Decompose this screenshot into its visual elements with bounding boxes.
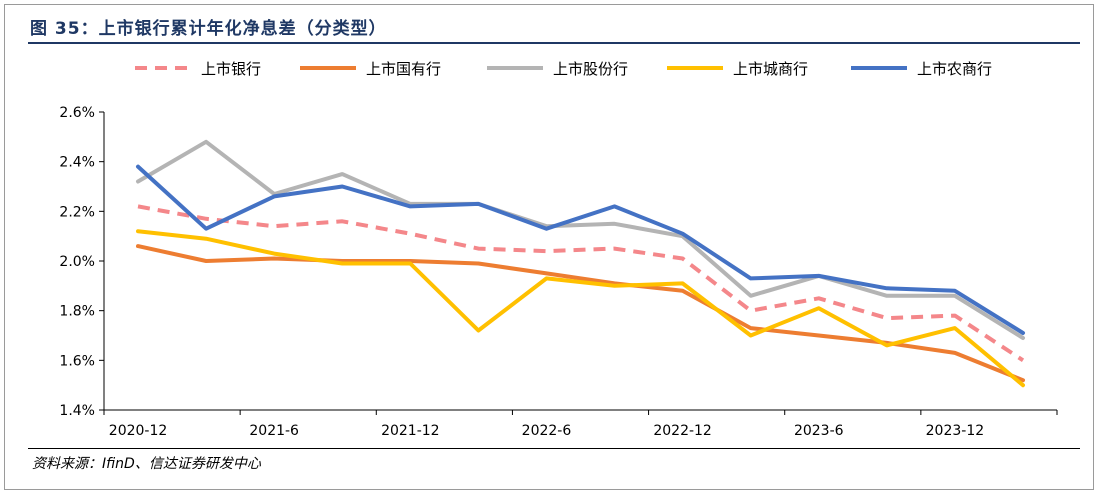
y-tick-label: 1.8%	[59, 304, 95, 320]
series-line-1	[137, 204, 1025, 362]
x-tick-label: 2023-6	[794, 423, 844, 439]
x-tick-label: 2022-6	[522, 423, 572, 439]
legend-item-1: 上市银行	[135, 60, 261, 78]
x-tick-label: 2022-12	[653, 423, 712, 439]
series-line-3	[136, 139, 1025, 340]
y-axis: 1.4% 1.6% 1.8% 2.0% 2.2% 2.4% 2.6%	[59, 105, 105, 419]
x-axis: 2020-12 2021-6 2021-12 2022-6 2022-12 2023-6 2…	[103, 409, 1058, 439]
plot-area	[136, 139, 1025, 388]
legend-label: 上市股份行	[553, 60, 628, 78]
legend-item-3: 上市股份行	[487, 60, 628, 78]
legend-item-4: 上市城商行	[667, 60, 808, 78]
y-tick-label: 1.6%	[59, 353, 95, 369]
x-tick-label: 2021-6	[249, 423, 299, 439]
chart-frame	[4, 4, 1094, 490]
legend-label: 上市银行	[201, 60, 261, 78]
y-tick-label: 2.0%	[59, 254, 95, 270]
y-tick-label: 2.2%	[59, 204, 95, 220]
legend-item-5: 上市农商行	[851, 60, 992, 78]
legend-label: 上市农商行	[917, 60, 992, 78]
legend: 上市银行 上市国有行 上市股份行 上市城商行 上市农商行	[135, 60, 992, 78]
legend-label: 上市城商行	[733, 60, 808, 78]
y-tick-label: 1.4%	[59, 403, 95, 419]
legend-item-2: 上市国有行	[300, 60, 441, 78]
y-tick-label: 2.6%	[59, 105, 95, 121]
x-tick-label: 2021-12	[381, 423, 440, 439]
source-note: 资料来源：IfinD、信达证券研发中心	[32, 456, 261, 472]
series-line-4	[136, 229, 1025, 388]
series-line-2	[136, 244, 1025, 383]
x-tick-label: 2023-12	[926, 423, 985, 439]
figure-title: 图 35：上市银行累计年化净息差（分类型）	[30, 19, 387, 39]
title-divider	[28, 42, 1080, 44]
legend-label: 上市国有行	[366, 60, 441, 78]
x-tick-label: 2020-12	[109, 423, 168, 439]
series-line-5	[136, 164, 1025, 335]
source-divider	[28, 448, 1080, 449]
y-tick-label: 2.4%	[59, 155, 95, 171]
